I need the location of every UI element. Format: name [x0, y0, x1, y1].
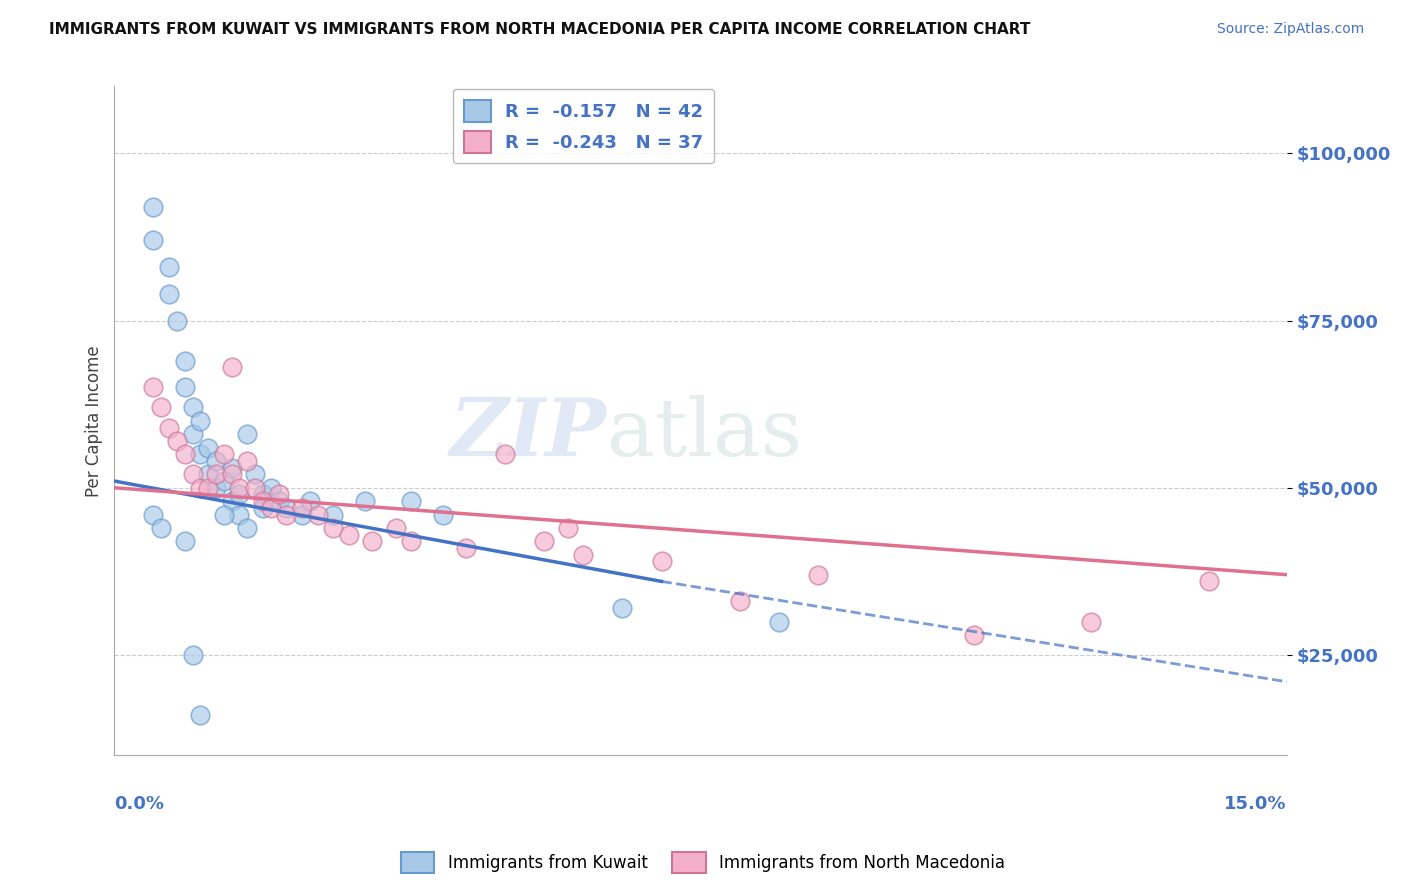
- Point: [494, 447, 516, 461]
- Point: [142, 233, 165, 247]
- Point: [401, 494, 423, 508]
- Point: [291, 500, 314, 515]
- Point: [181, 427, 204, 442]
- Text: IMMIGRANTS FROM KUWAIT VS IMMIGRANTS FROM NORTH MACEDONIA PER CAPITA INCOME CORR: IMMIGRANTS FROM KUWAIT VS IMMIGRANTS FRO…: [49, 22, 1031, 37]
- Point: [212, 508, 235, 522]
- Point: [228, 481, 250, 495]
- Point: [252, 487, 274, 501]
- Point: [353, 494, 375, 508]
- Point: [728, 594, 751, 608]
- Point: [252, 494, 274, 508]
- Legend: R =  -0.157   N = 42, R =  -0.243   N = 37: R = -0.157 N = 42, R = -0.243 N = 37: [453, 88, 714, 163]
- Point: [361, 534, 384, 549]
- Point: [260, 481, 283, 495]
- Point: [205, 481, 228, 495]
- Point: [190, 447, 212, 461]
- Point: [276, 500, 298, 515]
- Point: [557, 521, 579, 535]
- Point: [197, 481, 219, 495]
- Point: [197, 441, 219, 455]
- Point: [190, 708, 212, 723]
- Text: Source: ZipAtlas.com: Source: ZipAtlas.com: [1216, 22, 1364, 37]
- Point: [221, 360, 243, 375]
- Point: [768, 615, 790, 629]
- Legend: Immigrants from Kuwait, Immigrants from North Macedonia: Immigrants from Kuwait, Immigrants from …: [394, 846, 1012, 880]
- Point: [181, 401, 204, 415]
- Point: [307, 508, 329, 522]
- Point: [150, 401, 173, 415]
- Text: atlas: atlas: [607, 395, 801, 474]
- Point: [432, 508, 454, 522]
- Point: [166, 434, 188, 448]
- Point: [142, 380, 165, 394]
- Point: [236, 427, 259, 442]
- Point: [252, 500, 274, 515]
- Point: [807, 567, 830, 582]
- Point: [197, 467, 219, 482]
- Point: [228, 487, 250, 501]
- Point: [221, 460, 243, 475]
- Point: [291, 508, 314, 522]
- Point: [173, 380, 195, 394]
- Point: [157, 286, 180, 301]
- Point: [322, 508, 344, 522]
- Point: [267, 494, 290, 508]
- Point: [456, 541, 478, 555]
- Point: [166, 313, 188, 327]
- Point: [212, 474, 235, 488]
- Point: [385, 521, 408, 535]
- Point: [173, 353, 195, 368]
- Point: [1080, 615, 1102, 629]
- Text: 15.0%: 15.0%: [1225, 796, 1286, 814]
- Point: [190, 481, 212, 495]
- Point: [243, 467, 266, 482]
- Point: [221, 467, 243, 482]
- Point: [157, 420, 180, 434]
- Point: [322, 521, 344, 535]
- Point: [260, 500, 283, 515]
- Point: [236, 521, 259, 535]
- Point: [572, 548, 595, 562]
- Point: [157, 260, 180, 274]
- Point: [337, 527, 360, 541]
- Point: [236, 454, 259, 468]
- Point: [205, 467, 228, 482]
- Point: [612, 601, 634, 615]
- Point: [228, 508, 250, 522]
- Point: [221, 494, 243, 508]
- Point: [298, 494, 321, 508]
- Point: [243, 481, 266, 495]
- Point: [181, 467, 204, 482]
- Point: [173, 447, 195, 461]
- Text: 0.0%: 0.0%: [114, 796, 165, 814]
- Point: [205, 454, 228, 468]
- Point: [651, 554, 673, 568]
- Point: [963, 628, 986, 642]
- Point: [173, 534, 195, 549]
- Point: [150, 521, 173, 535]
- Point: [190, 414, 212, 428]
- Point: [142, 508, 165, 522]
- Point: [267, 487, 290, 501]
- Point: [1198, 574, 1220, 589]
- Point: [533, 534, 555, 549]
- Point: [401, 534, 423, 549]
- Point: [212, 447, 235, 461]
- Point: [142, 200, 165, 214]
- Y-axis label: Per Capita Income: Per Capita Income: [86, 345, 103, 497]
- Point: [276, 508, 298, 522]
- Point: [181, 648, 204, 662]
- Text: ZIP: ZIP: [450, 395, 607, 473]
